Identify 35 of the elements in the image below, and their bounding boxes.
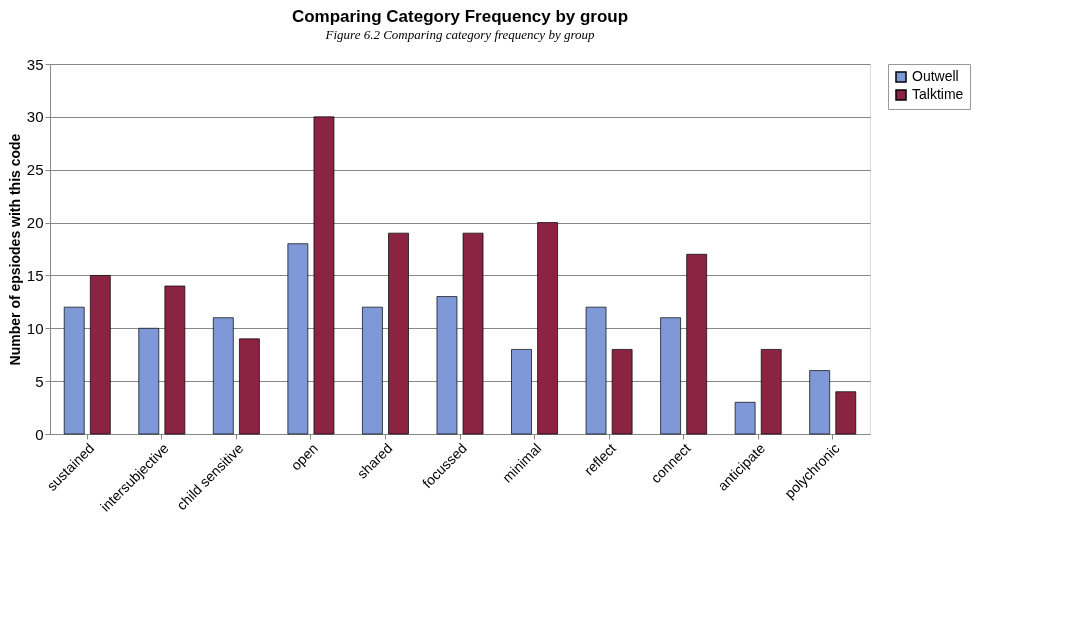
legend-label: Outwell (912, 68, 959, 84)
y-tick-label: 20 (26, 214, 44, 232)
y-tick-label: 15 (26, 266, 44, 284)
bar (388, 232, 409, 435)
y-tick-label: 30 (26, 108, 44, 126)
y-tick-label: 10 (26, 319, 44, 337)
y-axis-title: Number of epsiodes with this code (6, 133, 23, 366)
bar (511, 349, 532, 435)
caption: Figure 6.2 Comparing category frequency by group (324, 27, 595, 42)
y-tick-label: 0 (35, 425, 44, 443)
bar (63, 306, 85, 435)
bar (835, 391, 857, 435)
bar (164, 285, 186, 435)
chart-title: Comparing Category Frequency by group (291, 7, 629, 26)
legend-label: Talktime (912, 86, 964, 102)
bar (362, 306, 383, 435)
bar (436, 296, 458, 435)
bar (585, 306, 607, 435)
bar (239, 338, 260, 435)
y-tick-label: 35 (26, 55, 44, 73)
bar (660, 317, 681, 435)
y-tick-label: 25 (26, 161, 44, 179)
bar (462, 232, 484, 435)
bar (734, 401, 756, 435)
y-tick-label: 5 (35, 372, 44, 390)
bar (760, 349, 782, 435)
bar (611, 349, 633, 435)
bar (537, 222, 558, 435)
bar (212, 317, 234, 435)
bar (313, 116, 335, 435)
bar (138, 327, 160, 435)
bar (809, 370, 831, 435)
bar (287, 243, 309, 435)
bar (686, 253, 708, 435)
bar (89, 275, 111, 435)
